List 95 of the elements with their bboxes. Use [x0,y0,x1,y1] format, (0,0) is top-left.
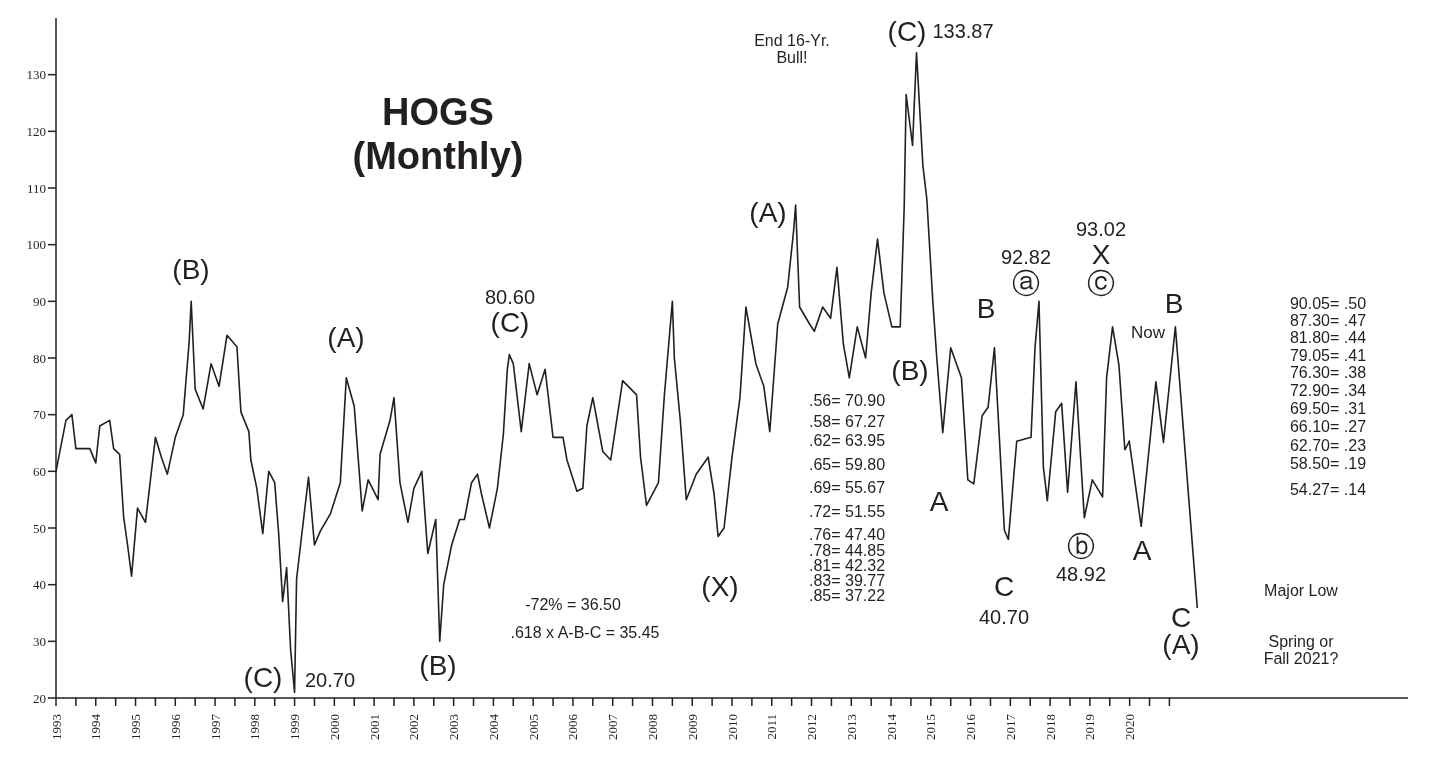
annotation: (X) [701,571,739,602]
annotation: .76= 47.40 [808,526,886,543]
annotation: 66.10= .27 [1289,418,1367,435]
y-tick-label: 130 [26,67,46,83]
annotation: 79.05= .41 [1289,347,1367,364]
x-tick-label: 2000 [326,714,342,740]
y-tick-label: 50 [33,520,46,536]
text: (Monthly) [351,134,525,178]
annotation: (B) [891,355,929,386]
annotation: Spring or Fall 2021? [1263,633,1339,667]
x-tick-label: 2002 [406,714,422,740]
annotation: X [1091,239,1111,270]
annotation: End 16-Yr. Bull! [754,32,830,66]
x-tick-label: 2019 [1082,714,1098,740]
annotation: (B) [172,254,210,285]
y-tick-label: 80 [33,350,46,366]
annotation: 48.92 [1055,563,1107,585]
y-tick-label: 60 [33,463,46,479]
annotation: 20.70 [304,669,356,691]
annotation: (C) [887,16,927,47]
x-tick-label: 2009 [684,714,700,740]
annotation: Major Low [1264,582,1339,599]
x-tick-label: 2016 [963,713,979,740]
x-tick-label: 2008 [644,714,660,740]
y-tick-label: 30 [33,633,46,649]
x-tick-label: 2004 [485,713,501,740]
annotation: .78= 44.85 [808,542,886,559]
annotation: 81.80= .44 [1289,329,1367,346]
x-tick-label: 1998 [247,714,263,740]
annotation: .62= 63.95 [808,432,886,449]
y-tick-label: 110 [26,180,46,196]
annotation: 92.82 [1000,246,1052,268]
annotation: .56= 70.90 [808,392,886,409]
annotation: 72.90= .34 [1289,382,1367,399]
annotation: -72% = 36.50 [525,596,621,613]
x-tick-label: 2012 [804,714,820,740]
y-tick-label: 100 [26,237,46,253]
annotation: (B) [419,650,457,681]
annotation: .81= 42.32 [808,557,886,574]
annotation: 133.87 [932,20,994,42]
annotation: A [1132,535,1152,566]
x-tick-label: 2015 [923,714,939,740]
x-tick-label: 2017 [1002,713,1018,740]
x-tick-label: 2014 [883,713,899,740]
annotation: C [993,571,1015,602]
annotation: 90.05= .50 [1289,295,1367,312]
x-tick-label: 1994 [88,713,104,740]
y-tick-label: 40 [33,577,46,593]
annotation: .618 x A-B-C = 35.45 [510,624,660,641]
annotation: .58= 67.27 [808,413,886,430]
annotation: ⓒ [1087,268,1115,299]
annotation: B [1164,288,1184,319]
x-tick-label: 2005 [525,714,541,740]
x-tick-label: 2020 [1122,714,1138,740]
annotation: .72= 51.55 [808,503,886,520]
x-tick-label: 2011 [764,714,780,740]
annotation: ⓑ [1067,531,1095,562]
annotation: 93.02 [1075,218,1127,240]
y-tick-label: 120 [26,123,46,139]
x-tick-label: 2013 [843,714,859,740]
annotation: (A) [327,322,365,353]
annotation: 58.50= .19 [1289,455,1367,472]
x-tick-label: 2006 [565,713,581,740]
x-tick-label: 2018 [1042,714,1058,740]
annotation: A [929,486,949,517]
text: HOGS [381,90,495,134]
x-tick-label: 1997 [207,713,223,740]
annotation: 80.60 [484,286,536,308]
annotation: B [976,293,996,324]
annotation: 87.30= .47 [1289,312,1367,329]
annotation: (C) [243,662,283,693]
x-tick-label: 1995 [128,714,144,740]
annotation: .83= 39.77 [808,572,886,589]
annotation: 62.70= .23 [1289,437,1367,454]
annotation: (C) [490,307,530,338]
x-tick-label: 1993 [48,714,64,740]
y-tick-label: 20 [33,690,46,706]
annotation: .65= 59.80 [808,456,886,473]
x-tick-label: 2010 [724,714,740,740]
annotation: 69.50= .31 [1289,400,1367,417]
x-tick-label: 1999 [287,714,303,740]
annotation: (A) [749,197,787,228]
y-tick-label: 90 [33,293,46,309]
y-tick-label: 70 [33,407,46,423]
annotation: .69= 55.67 [808,479,886,496]
x-tick-label: 2001 [366,714,382,740]
annotation: 40.70 [978,606,1030,628]
annotation: Now [1130,323,1166,342]
annotation: 54.27= .14 [1289,481,1367,498]
annotation: ⓐ [1012,268,1040,299]
x-tick-label: 2007 [605,713,621,740]
x-tick-label: 2003 [446,714,462,740]
annotation: .85= 37.22 [808,587,886,604]
x-tick-label: 1996 [167,713,183,740]
annotation: 76.30= .38 [1289,364,1367,381]
